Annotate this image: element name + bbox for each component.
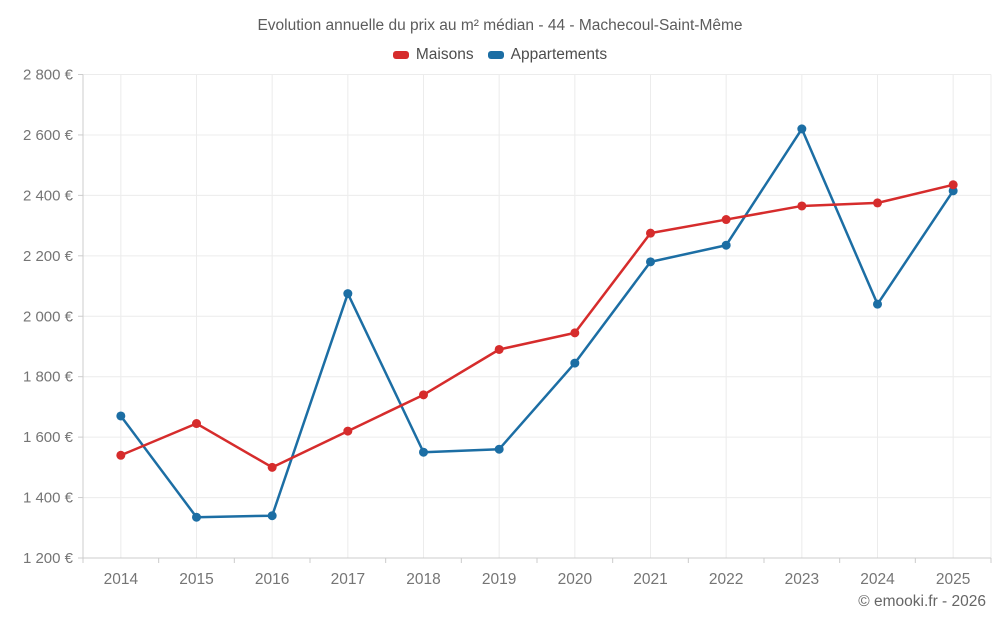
maisons-series-marker-icon — [392, 51, 409, 59]
chart-footer-credit: © emooki.fr - 2026 — [858, 593, 986, 610]
y-axis-tick-label: 1 200 € — [23, 550, 74, 567]
data-point-appartements-2019[interactable] — [494, 444, 504, 454]
x-axis-tick-label: 2021 — [633, 571, 667, 588]
chart-legend: Maisons Appartements — [0, 46, 1000, 64]
y-axis-tick-label: 1 800 € — [23, 369, 74, 386]
data-point-appartements-2016[interactable] — [267, 511, 277, 521]
data-point-maisons-2025[interactable] — [948, 180, 958, 190]
data-point-maisons-2014[interactable] — [116, 450, 126, 460]
data-point-appartements-2020[interactable] — [570, 358, 580, 368]
data-point-maisons-2020[interactable] — [570, 328, 580, 338]
data-point-appartements-2017[interactable] — [343, 289, 353, 299]
data-point-appartements-2021[interactable] — [646, 257, 655, 267]
data-point-appartements-2022[interactable] — [721, 240, 731, 250]
data-point-maisons-2017[interactable] — [343, 426, 353, 436]
appartements-series-marker-icon — [487, 51, 504, 59]
x-axis-tick-label: 2020 — [558, 571, 593, 588]
data-point-maisons-2015[interactable] — [192, 419, 201, 429]
data-point-appartements-2014[interactable] — [116, 411, 126, 421]
x-axis-tick-label: 2017 — [331, 571, 365, 588]
legend-item-appartements[interactable]: Appartements — [487, 46, 608, 64]
y-axis-tick-label: 2 600 € — [23, 127, 74, 144]
y-axis-tick-label: 2 000 € — [23, 308, 74, 325]
data-point-appartements-2015[interactable] — [192, 512, 201, 522]
y-axis-tick-label: 2 200 € — [23, 248, 74, 265]
y-axis-tick-label: 1 600 € — [23, 429, 74, 446]
data-point-maisons-2024[interactable] — [873, 198, 882, 208]
x-axis-tick-label: 2025 — [936, 571, 970, 588]
data-point-maisons-2023[interactable] — [797, 201, 807, 211]
x-axis-tick-label: 2015 — [179, 571, 213, 588]
legend-item-maisons[interactable]: Maisons — [392, 46, 474, 64]
x-axis-tick-label: 2024 — [860, 571, 895, 588]
x-axis-tick-label: 2018 — [406, 571, 440, 588]
y-axis-tick-label: 2 400 € — [23, 187, 74, 204]
data-point-appartements-2024[interactable] — [873, 299, 882, 309]
legend-label-appartements: Appartements — [510, 46, 608, 63]
data-point-maisons-2016[interactable] — [267, 462, 277, 472]
data-point-maisons-2018[interactable] — [419, 390, 428, 400]
legend-label-maisons: Maisons — [415, 46, 474, 63]
x-axis-tick-label: 2023 — [785, 571, 819, 588]
chart-title: Evolution annuelle du prix au m² médian … — [257, 17, 743, 34]
data-point-appartements-2023[interactable] — [797, 124, 807, 134]
x-axis-tick-label: 2022 — [709, 571, 743, 588]
x-axis-tick-label: 2016 — [255, 571, 289, 588]
data-point-maisons-2019[interactable] — [494, 344, 504, 354]
data-point-appartements-2018[interactable] — [419, 447, 428, 457]
series-line-appartements — [119, 127, 955, 519]
x-axis-tick-label: 2019 — [482, 571, 516, 588]
series-line-maisons — [119, 183, 955, 469]
data-point-maisons-2022[interactable] — [721, 215, 731, 225]
data-point-maisons-2021[interactable] — [646, 228, 655, 238]
y-axis-tick-label: 2 800 € — [23, 67, 74, 84]
y-axis-tick-label: 1 400 € — [23, 490, 74, 507]
x-axis-tick-label: 2014 — [104, 571, 139, 588]
